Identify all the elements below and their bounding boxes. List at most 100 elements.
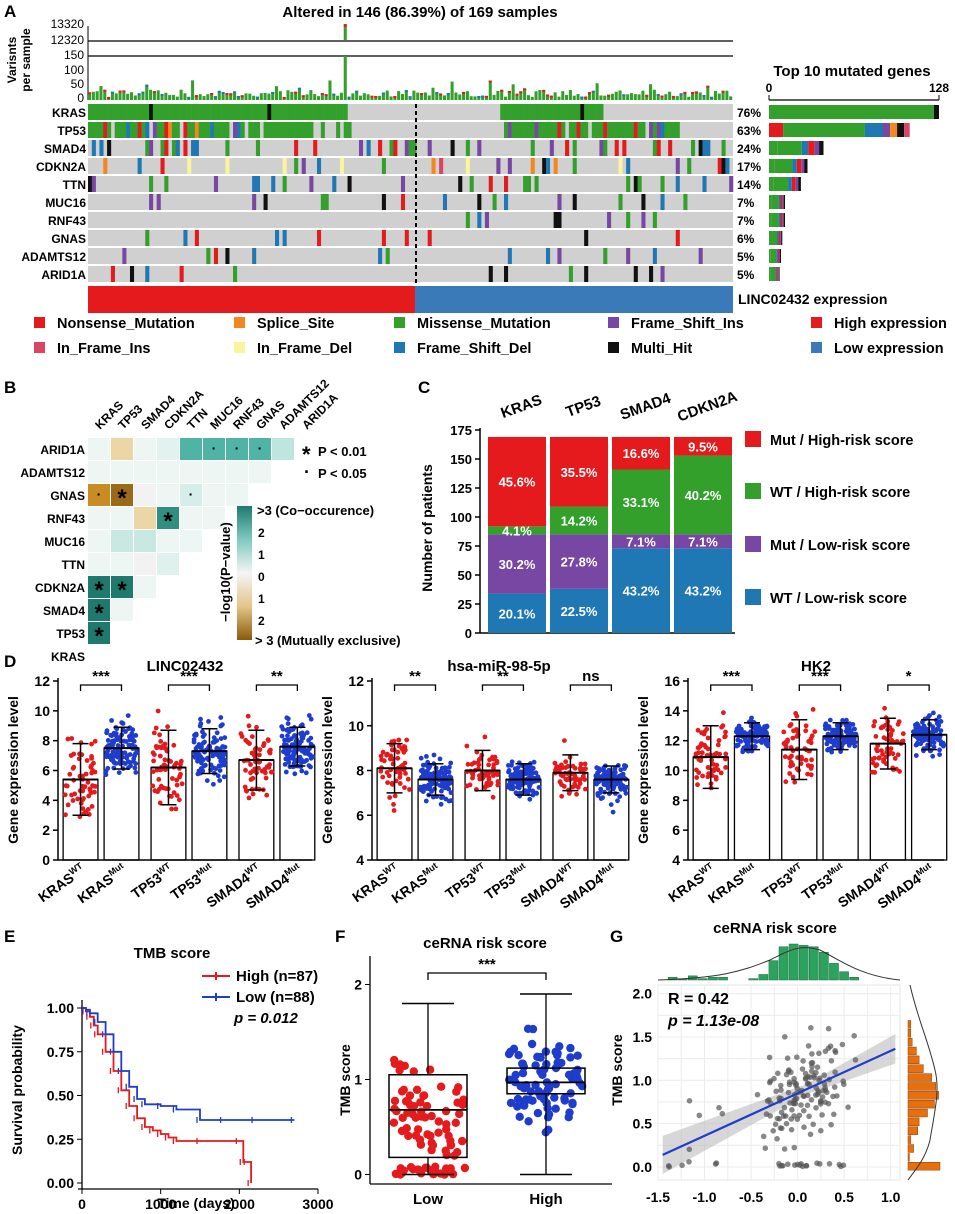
mutation-cell <box>584 266 589 282</box>
top-bar-segment <box>780 195 783 209</box>
tmb-tick-13320: 13320 <box>51 17 85 31</box>
g-point <box>804 1102 811 1109</box>
mutation-cell <box>599 140 604 156</box>
mutation-cell <box>175 140 180 156</box>
variants-bar <box>183 93 187 100</box>
d-point <box>404 737 410 743</box>
c-legend-label: WT / Low-risk score <box>770 591 907 607</box>
mutation-cell <box>587 104 593 120</box>
d-point <box>283 769 289 775</box>
d-point <box>85 779 91 785</box>
g-point <box>786 1079 793 1085</box>
f-point <box>528 1096 537 1105</box>
d-point <box>218 715 224 720</box>
variants-bar-top <box>271 91 275 94</box>
variants-bar-top <box>210 93 214 96</box>
mutation-cell <box>626 248 631 264</box>
d-point <box>153 725 159 731</box>
mutation-cell <box>149 140 154 156</box>
g-point <box>791 1113 797 1119</box>
mutation-cell <box>213 248 219 264</box>
f-point <box>513 1102 522 1111</box>
d-point <box>803 723 809 729</box>
variants-bar-top <box>141 91 145 94</box>
heatmap-row-label: RNF43 <box>47 512 85 526</box>
top-bar-segment <box>781 231 783 245</box>
mutation-cell <box>576 104 581 120</box>
g-point <box>779 1125 785 1132</box>
d-point <box>722 734 728 740</box>
panel-letter-g: G <box>610 927 623 946</box>
d-point <box>892 756 898 761</box>
legend-label: High expression <box>834 316 947 332</box>
f-point <box>518 1068 528 1078</box>
g-point <box>785 1089 792 1096</box>
mutation-cell <box>549 122 554 138</box>
variants-bar <box>519 91 523 100</box>
mutation-cell <box>198 122 203 138</box>
variants-bar <box>698 92 702 100</box>
d-point <box>429 789 434 794</box>
mutation-cell <box>187 158 192 174</box>
mutation-cell <box>637 122 642 138</box>
mutation-cell <box>187 104 192 120</box>
legend-swatch <box>608 342 619 353</box>
d-point <box>380 774 386 780</box>
variants-bar <box>729 96 733 100</box>
d-point <box>536 785 542 790</box>
g-right-hist-bar <box>907 1037 913 1047</box>
mutation-cell <box>404 140 409 156</box>
heatmap-cell <box>157 484 179 506</box>
stacked-bar-panel: 0255075100125150175KRAS20.1%30.2%4.1%45.… <box>419 388 913 641</box>
d-point <box>705 765 711 770</box>
variants-bar <box>171 94 176 100</box>
d-point <box>578 767 583 773</box>
heatmap-cell <box>226 484 248 506</box>
mutation-cell <box>626 176 631 192</box>
g-point <box>766 1079 773 1086</box>
mutation-cell <box>431 158 436 174</box>
g-point <box>719 1110 726 1117</box>
d-point <box>803 728 809 734</box>
mutation-cell <box>191 122 196 138</box>
variants-bar <box>565 94 569 100</box>
d-point <box>792 779 798 785</box>
mutation-cell <box>145 266 150 282</box>
variants-per-sample-bars <box>88 24 733 100</box>
d-point <box>191 739 197 745</box>
panel-letter-c: C <box>418 378 430 397</box>
variants-bar <box>194 95 198 100</box>
g-point <box>825 1045 832 1051</box>
mutation-cell <box>622 140 627 156</box>
mutation-cell <box>202 104 207 120</box>
f-point <box>453 1098 462 1107</box>
g-point <box>801 1124 807 1130</box>
d-point <box>151 730 157 736</box>
mutation-cell <box>507 158 512 174</box>
d-point <box>291 753 296 759</box>
d-point <box>931 740 937 745</box>
top-bar-segment <box>769 213 772 227</box>
variants-bar <box>168 95 172 100</box>
mutation-cell <box>305 104 310 120</box>
mutation-cell <box>538 122 543 138</box>
d-point <box>250 791 256 797</box>
colorbar-top-label: >3 (Co−occurence) <box>257 503 374 518</box>
d-point <box>559 782 564 787</box>
d-ytick-label: 16 <box>664 673 680 689</box>
g-point <box>822 1087 829 1093</box>
d-point <box>171 742 177 748</box>
variants-bar <box>404 90 408 100</box>
mutation-cell <box>500 104 505 120</box>
variants-bar-top <box>297 87 301 90</box>
d-point <box>723 765 728 770</box>
mutation-cell <box>656 122 661 138</box>
d-point <box>103 768 109 774</box>
mutation-cell <box>488 176 493 192</box>
g-point <box>782 1113 789 1119</box>
d-group-label: TP53WT <box>442 860 491 901</box>
heatmap-star: * <box>94 577 104 604</box>
mutation-cell <box>236 122 241 138</box>
d-point <box>211 735 217 741</box>
